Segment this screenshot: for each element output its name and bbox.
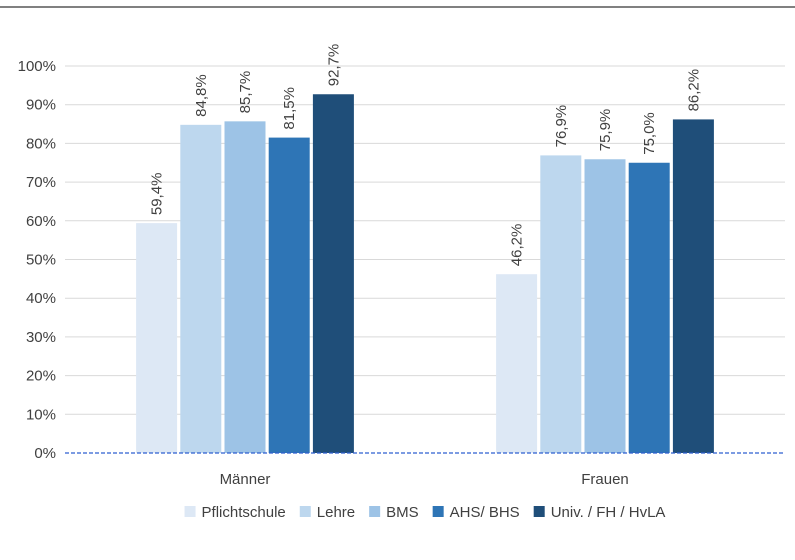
y-tick-label: 30% [26,329,56,346]
bar [672,119,714,453]
legend-swatch [369,506,381,517]
data-label: 92,7% [325,44,342,87]
data-label: 86,2% [685,69,702,112]
data-label: 76,9% [553,105,570,148]
y-tick-label: 50% [26,252,56,269]
data-label: 59,4% [149,173,166,216]
x-tick-label: Frauen [581,471,629,488]
legend-item: AHS/ BHS [432,504,520,521]
y-tick-label: 60% [26,213,56,230]
legend: Pflichtschule Lehre BMS AHS/ BHS Univ. / FH … [184,504,666,521]
y-tick-label: 100% [18,58,56,75]
bar [628,162,670,453]
bar [224,121,266,453]
data-label: 85,7% [237,71,254,114]
y-tick-label: 40% [26,290,56,307]
bar [312,94,354,453]
legend-item: Lehre [299,504,355,521]
y-tick-label: 90% [26,97,56,114]
legend-label: Lehre [317,504,355,521]
bar [268,137,310,453]
x-tick-label: Männer [220,471,271,488]
legend-label: Univ. / FH / HvLA [551,504,666,521]
legend-swatch [533,506,545,517]
data-labels: 59,4% 84,8% 85,7% 81,5% 92,7% 46,2% 76,9% 75,9%… [149,44,703,267]
data-label: 75,0% [641,112,658,155]
legend-label: Pflichtschule [202,504,286,521]
legend-item: Pflichtschule [184,504,286,521]
y-tick-label: 70% [26,174,56,191]
bars [136,94,714,453]
legend-swatch [184,506,196,517]
legend-item: Univ. / FH / HvLA [533,504,666,521]
legend-swatch [432,506,444,517]
y-tick-label: 20% [26,368,56,385]
legend-label: AHS/ BHS [450,504,520,521]
data-label: 84,8% [193,74,210,117]
data-label: 46,2% [509,224,526,267]
legend-swatch [299,506,311,517]
data-label: 81,5% [281,87,298,130]
legend-item: BMS [369,504,419,521]
x-axis-tick-labels: Männer Frauen [220,471,629,488]
bar [136,223,178,453]
legend-label: BMS [386,504,419,521]
bar [540,155,582,453]
y-tick-label: 0% [34,445,56,462]
bar [496,274,538,453]
bar [180,124,222,453]
data-label: 75,9% [597,109,614,152]
y-tick-label: 80% [26,135,56,152]
bar [584,159,626,453]
y-axis-tick-labels: 0% 10% 20% 30% 40% 50% 60% 70% 80% 90% 100% [18,58,56,462]
y-tick-label: 10% [26,406,56,423]
